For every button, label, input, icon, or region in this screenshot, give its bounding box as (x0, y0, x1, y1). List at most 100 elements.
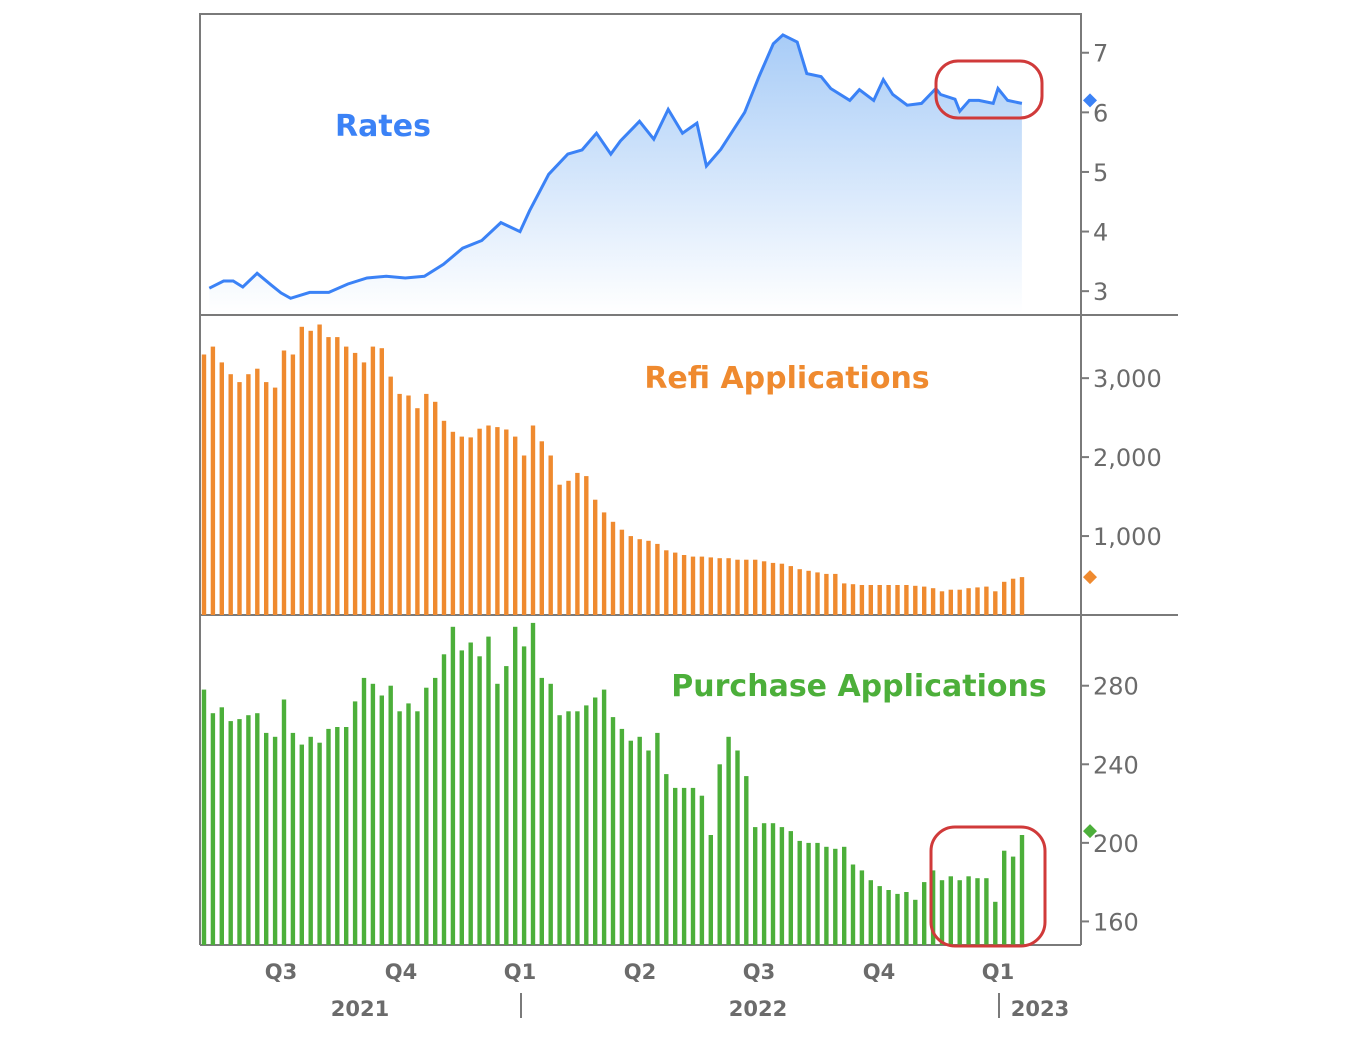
purchase-bar (521, 646, 527, 945)
refi-bar (513, 436, 518, 615)
refi-bar (690, 556, 696, 615)
purchase-bar (619, 728, 625, 945)
rates-y-tick-label: 3 (1093, 278, 1108, 306)
rates-title: Rates (335, 109, 431, 144)
purchase-bar (673, 787, 678, 945)
purchase-bar (637, 736, 642, 945)
x-tick-label: Q3 (743, 960, 775, 984)
refi-bar (566, 480, 571, 615)
refi-bar (219, 362, 224, 615)
purchase-title: Purchase Applications (671, 669, 1046, 704)
purchase-bar (690, 787, 696, 945)
refi-bar (317, 324, 322, 615)
refi-bar (433, 401, 438, 615)
purchase-bar (379, 695, 384, 945)
refi-bar (628, 536, 633, 615)
purchase-bar (1002, 850, 1007, 945)
purchase-bar (904, 892, 909, 945)
refi-bar (415, 408, 420, 615)
refi-bar (459, 436, 464, 615)
purchase-bar (993, 901, 998, 945)
refi-bar (601, 512, 607, 615)
rates-highlight-circle (934, 59, 1044, 120)
rates-panel: 3 4 5 6 7 Rates (208, 33, 1108, 314)
refi-bar (299, 326, 304, 615)
refi-bar (664, 550, 669, 615)
x-tick-label: Q2 (624, 960, 656, 984)
refi-bar (895, 585, 900, 615)
purchase-bar (806, 842, 811, 945)
purchase-bar (397, 711, 402, 946)
refi-bar (406, 395, 411, 615)
purchase-bar (868, 880, 873, 945)
purchase-bar (228, 721, 233, 945)
purchase-bar (779, 827, 785, 945)
purchase-bar (584, 705, 589, 945)
rates-y-tick-label: 7 (1093, 40, 1108, 68)
purchase-bar (930, 870, 936, 945)
refi-bar (201, 354, 207, 615)
refi-bar (637, 539, 642, 615)
purchase-bar (735, 750, 740, 945)
purchase-bar (352, 701, 358, 945)
purchase-bar (1019, 835, 1025, 945)
purchase-bar (441, 654, 447, 945)
purchase-bar (539, 677, 544, 945)
purchase-bar (281, 699, 287, 945)
refi-bar (1002, 581, 1007, 615)
refi-bar (842, 583, 847, 615)
purchase-bar (406, 703, 411, 945)
refi-bar (610, 521, 616, 615)
purchase-bar (450, 626, 456, 945)
refi-title: Refi Applications (644, 361, 929, 396)
refi-bar (886, 585, 891, 615)
purchase-bar (939, 880, 945, 945)
purchase-bar (664, 774, 669, 945)
purchase-bar (966, 876, 971, 946)
refi-bar (521, 455, 527, 615)
purchase-bar (761, 823, 767, 945)
refi-bar (726, 558, 731, 615)
refi-bar (699, 556, 705, 615)
purchase-bar (850, 864, 856, 945)
refi-bar (939, 591, 945, 615)
refi-bar (424, 393, 429, 615)
purchase-bar (922, 882, 927, 945)
refi-bar (228, 374, 233, 615)
refi-bar (770, 562, 776, 615)
purchase-bar (530, 622, 536, 945)
purchase-y-tick-label: 200 (1093, 830, 1139, 858)
purchase-bar (433, 677, 438, 945)
refi-bar (246, 374, 251, 615)
purchase-bar (370, 683, 376, 946)
refi-bar (290, 354, 296, 615)
refi-bar (673, 552, 678, 615)
purchase-bar (833, 848, 838, 946)
purchase-bar (504, 666, 509, 945)
refi-bar (859, 585, 865, 615)
refi-bar (833, 573, 838, 615)
purchase-bar (335, 727, 340, 945)
purchase-bar (317, 742, 322, 945)
refi-bar (379, 348, 384, 615)
x-tick-label: Q3 (265, 960, 297, 984)
purchase-bar (424, 687, 429, 945)
refi-bar (255, 368, 260, 615)
year-label: 2023 (1011, 997, 1069, 1021)
x-tick-label: Q1 (982, 960, 1014, 984)
purchase-bar (681, 787, 687, 945)
purchase-bar (753, 827, 758, 945)
purchase-bar (797, 840, 802, 945)
purchase-bar (361, 677, 367, 945)
refi-bar (708, 557, 713, 615)
refi-bar (272, 387, 278, 615)
x-tick-label: Q4 (385, 960, 417, 984)
purchase-bar (246, 715, 251, 945)
purchase-bar (601, 689, 607, 945)
x-axis: Q3 Q4 Q1 Q2 Q3 Q4 Q1 2021 2022 2023 (265, 960, 1069, 1021)
refi-bar (361, 362, 367, 615)
refi-bar (477, 428, 482, 615)
purchase-bar (1010, 856, 1016, 945)
